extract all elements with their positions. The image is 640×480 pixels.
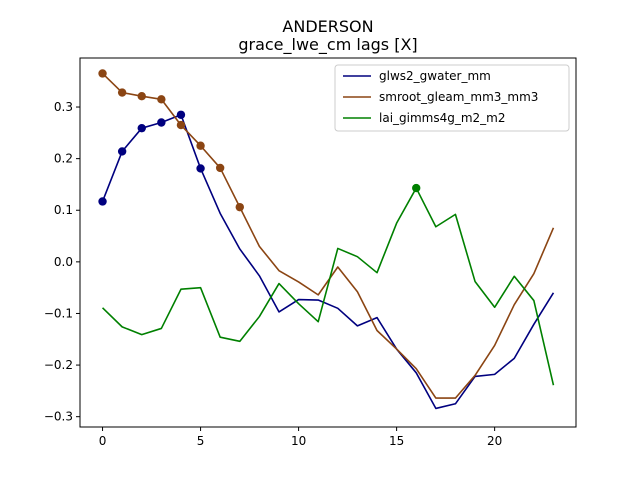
series-smroot_gleam_mm3_mm3 (98, 69, 555, 399)
x-tick-label: 0 (99, 434, 107, 448)
data-point (196, 164, 205, 173)
data-point (157, 118, 166, 127)
y-tick-label: 0.3 (54, 100, 73, 114)
series-line (101, 187, 555, 386)
legend-label: smroot_gleam_mm3_mm3 (379, 90, 538, 104)
chart-title: ANDERSON (282, 17, 373, 36)
data-point (98, 69, 107, 78)
series-lai_gimms4g_m2_m2 (101, 183, 555, 386)
x-axis: 0 5 10 15 20 (99, 427, 502, 448)
y-tick-label: 0.1 (54, 203, 73, 217)
x-tick-label: 15 (389, 434, 404, 448)
y-tick-label: −0.1 (44, 306, 73, 320)
data-point (98, 197, 107, 206)
legend-box (334, 64, 570, 132)
series-line (101, 72, 555, 399)
x-tick-label: 10 (291, 434, 306, 448)
data-point (137, 123, 146, 133)
data-point (235, 202, 244, 212)
y-axis: −0.3 −0.2 −0.1 0.0 0.1 0.2 0.3 (44, 100, 80, 424)
y-tick-label: 0.0 (54, 255, 73, 269)
x-tick-label: 20 (487, 434, 502, 448)
chart-subtitle: grace_lwe_cm lags [X] (238, 35, 417, 55)
y-tick-label: −0.2 (44, 358, 73, 372)
axes-frame (79, 57, 577, 428)
legend: glws2_gwater_mm smroot_gleam_mm3_mm3 lai_g… (334, 64, 570, 132)
y-tick-label: 0.2 (54, 152, 73, 166)
x-tick-label: 5 (197, 434, 205, 448)
data-point (137, 91, 146, 101)
series-layer (98, 69, 555, 410)
data-point (117, 88, 127, 97)
series-glws2_gwater_mm (98, 110, 555, 410)
legend-label: lai_gimms4g_m2_m2 (379, 111, 506, 125)
series-line (101, 113, 555, 410)
data-point (176, 110, 186, 119)
data-point (176, 120, 186, 130)
data-point (196, 141, 205, 150)
data-point (117, 147, 127, 156)
data-point (157, 95, 166, 104)
data-point (412, 183, 421, 193)
y-tick-label: −0.3 (44, 410, 73, 424)
legend-label: glws2_gwater_mm (379, 69, 491, 83)
data-point (215, 163, 225, 173)
